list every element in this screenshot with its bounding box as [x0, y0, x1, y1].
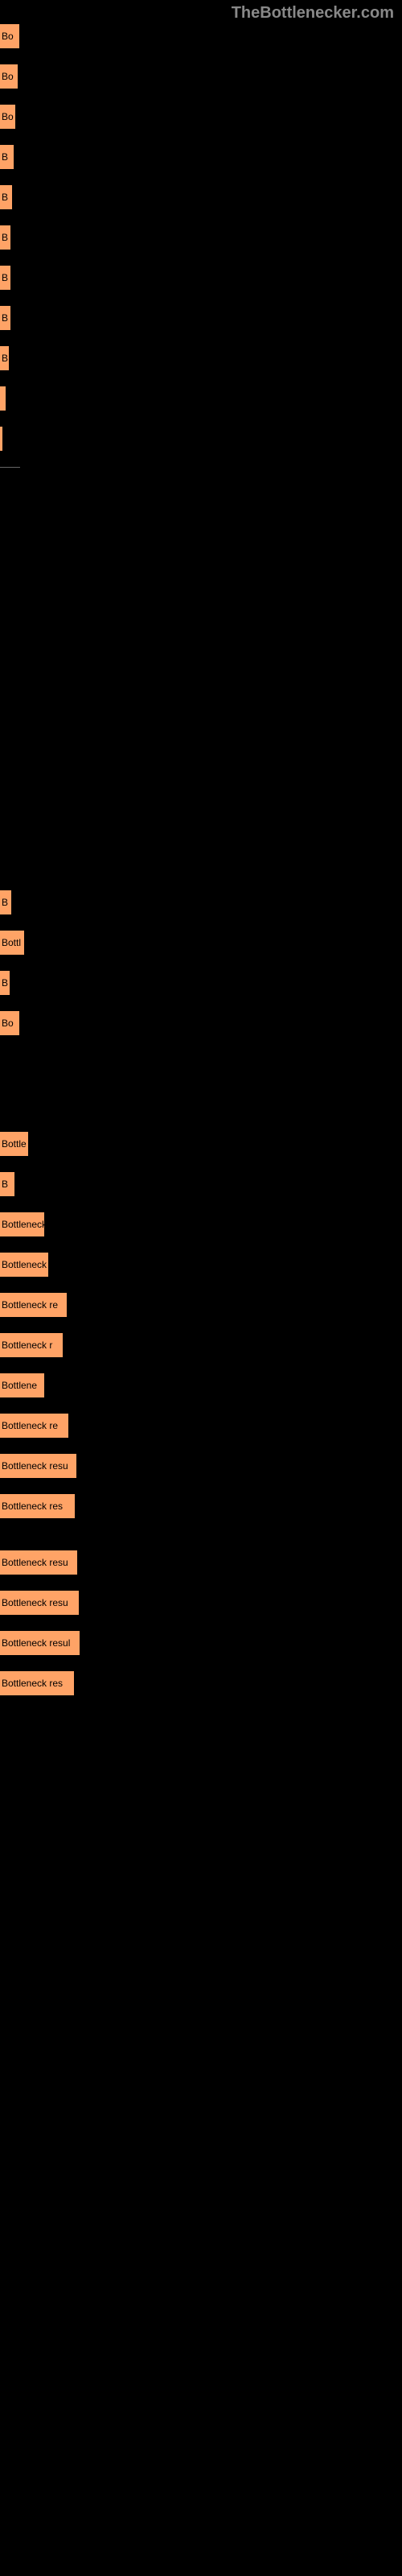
- bottleneck-bar[interactable]: Bottl: [0, 931, 24, 955]
- spacer: [0, 1051, 402, 1132]
- bottleneck-bar[interactable]: B: [0, 306, 10, 330]
- bottleneck-item: Bottleneck resul: [0, 1631, 402, 1655]
- bottleneck-item: Bottleneck r: [0, 1333, 402, 1357]
- bottleneck-item: B: [0, 306, 402, 330]
- spacer: [0, 472, 402, 890]
- bottleneck-item: Bottl: [0, 931, 402, 955]
- bottleneck-item: Bo: [0, 1011, 402, 1035]
- bottleneck-bar[interactable]: [0, 427, 2, 451]
- bottleneck-bar[interactable]: Bottleneck re: [0, 1414, 68, 1438]
- bottleneck-bar[interactable]: Bottleneck resu: [0, 1591, 79, 1615]
- bottleneck-bar[interactable]: B: [0, 971, 10, 995]
- bottleneck-item: Bottle: [0, 1132, 402, 1156]
- bottleneck-item: Bo: [0, 64, 402, 89]
- bottleneck-item: Bottleneck res: [0, 1494, 402, 1518]
- brand-text: TheBottlenecker.com: [232, 4, 394, 23]
- bottleneck-bar[interactable]: Bottleneck resul: [0, 1631, 80, 1655]
- bottleneck-bar[interactable]: Bottleneck resu: [0, 1550, 77, 1575]
- bottleneck-bar[interactable]: [0, 386, 6, 411]
- bottleneck-item: Bottleneck res: [0, 1671, 402, 1695]
- bottleneck-bar[interactable]: Bottleneck resu: [0, 1454, 76, 1478]
- divider: [0, 467, 20, 468]
- bottleneck-bar[interactable]: Bo: [0, 24, 19, 48]
- bottleneck-item: [0, 386, 402, 411]
- bottleneck-item: Bottleneck resu: [0, 1454, 402, 1478]
- bottleneck-bar[interactable]: Bo: [0, 1011, 19, 1035]
- bottleneck-item: Bottleneck re: [0, 1293, 402, 1317]
- bottleneck-item: Bottleneck: [0, 1212, 402, 1236]
- bottleneck-bar[interactable]: Bo: [0, 64, 18, 89]
- bottleneck-bar[interactable]: Bottle: [0, 1132, 28, 1156]
- bottleneck-bar[interactable]: Bottleneck r: [0, 1333, 63, 1357]
- bottleneck-item: B: [0, 145, 402, 169]
- bars-container: BoBoBoBBBBBBBBottlBBoBottleBBottleneckBo…: [0, 0, 402, 1695]
- bottleneck-bar[interactable]: Bo: [0, 105, 15, 129]
- bottleneck-bar[interactable]: B: [0, 890, 11, 914]
- bottleneck-bar[interactable]: Bottleneck: [0, 1212, 44, 1236]
- bottleneck-bar[interactable]: B: [0, 185, 12, 209]
- bottleneck-item: B: [0, 1172, 402, 1196]
- bottleneck-item: B: [0, 346, 402, 370]
- bottleneck-bar[interactable]: B: [0, 266, 10, 290]
- bottleneck-item: B: [0, 266, 402, 290]
- bottleneck-item: Bo: [0, 24, 402, 48]
- bottleneck-item: Bottleneck: [0, 1253, 402, 1277]
- bottleneck-bar[interactable]: B: [0, 225, 10, 250]
- bottleneck-bar[interactable]: B: [0, 346, 9, 370]
- bottleneck-item: [0, 427, 402, 451]
- bottleneck-item: B: [0, 185, 402, 209]
- bottleneck-item: Bottlene: [0, 1373, 402, 1397]
- bottleneck-bar[interactable]: Bottlene: [0, 1373, 44, 1397]
- spacer: [0, 1534, 402, 1550]
- bottleneck-item: Bottleneck resu: [0, 1591, 402, 1615]
- bottleneck-item: Bottleneck re: [0, 1414, 402, 1438]
- bottleneck-item: Bo: [0, 105, 402, 129]
- bottleneck-bar[interactable]: Bottleneck re: [0, 1293, 67, 1317]
- bottleneck-bar[interactable]: Bottleneck: [0, 1253, 48, 1277]
- bottleneck-bar[interactable]: Bottleneck res: [0, 1671, 74, 1695]
- bottleneck-item: B: [0, 225, 402, 250]
- bottleneck-item: Bottleneck resu: [0, 1550, 402, 1575]
- bottleneck-item: B: [0, 971, 402, 995]
- bottleneck-bar[interactable]: B: [0, 145, 14, 169]
- bottleneck-bar[interactable]: B: [0, 1172, 14, 1196]
- bottleneck-item: B: [0, 890, 402, 914]
- bottleneck-bar[interactable]: Bottleneck res: [0, 1494, 75, 1518]
